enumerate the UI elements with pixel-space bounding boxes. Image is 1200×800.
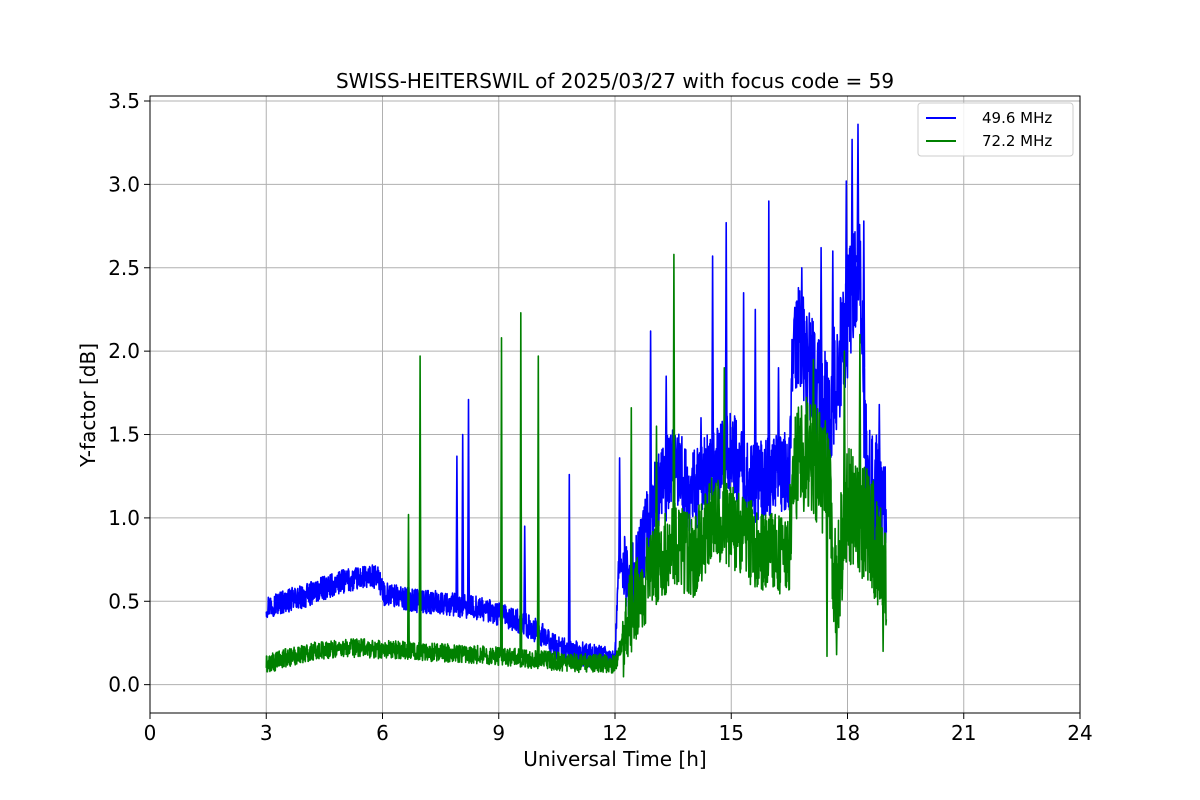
series-layer [265, 123, 888, 678]
y-tick-label: 3.5 [108, 89, 140, 113]
y-tick-label: 2.0 [108, 339, 140, 363]
y-axis-label: Y-factor [dB] [76, 343, 100, 468]
x-tick-label: 0 [144, 721, 157, 745]
y-tick-label: 2.5 [108, 256, 140, 280]
ticks: 0 3 6 9 12 15 18 21 24 0.0 0.5 1.0 1.5 2.0 2.5 3.0 3.5 [108, 89, 1093, 745]
legend-label-49-6-mhz: 49.6 MHz [982, 109, 1052, 127]
x-tick-label: 18 [835, 721, 860, 745]
legend-label-72-2-mhz: 72.2 MHz [982, 132, 1052, 150]
x-tick-label: 3 [260, 721, 273, 745]
y-tick-label: 0.0 [108, 673, 140, 697]
y-tick-label: 0.5 [108, 589, 140, 613]
y-tick-label: 1.5 [108, 423, 140, 447]
x-axis-label: Universal Time [h] [523, 747, 706, 771]
x-tick-label: 24 [1067, 721, 1092, 745]
x-tick-label: 21 [951, 721, 976, 745]
x-tick-label: 12 [602, 721, 627, 745]
series-line-72-2-mhz [265, 253, 888, 678]
x-tick-label: 6 [376, 721, 389, 745]
grid [149, 96, 1081, 713]
series-line-49-6-mhz [265, 123, 888, 671]
chart-title: SWISS-HEITERSWIL of 2025/03/27 with focu… [336, 69, 894, 93]
legend-box [917, 102, 1074, 157]
x-tick-label: 15 [719, 721, 744, 745]
y-tick-label: 3.0 [108, 172, 140, 196]
legend: 49.6 MHz 72.2 MHz [917, 102, 1074, 157]
x-tick-label: 9 [492, 721, 505, 745]
y-tick-label: 1.0 [108, 506, 140, 530]
